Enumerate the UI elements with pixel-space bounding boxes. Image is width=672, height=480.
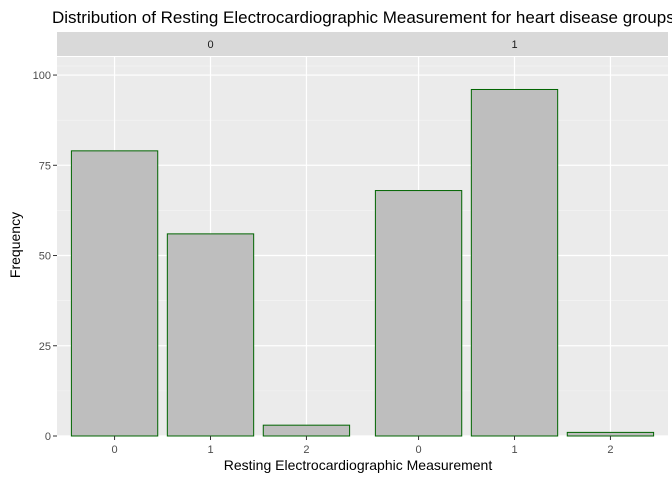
- y-axis-title: Frequency: [7, 212, 23, 278]
- chart-title: Distribution of Resting Electrocardiogra…: [52, 8, 672, 27]
- facet-strip: [361, 32, 668, 56]
- x-tick-label: 2: [303, 444, 309, 456]
- facet-panel: 0 0 1 2: [57, 32, 364, 456]
- facet-panels: 0 25 50 75 100 0 0 1 2 1 0 1 2: [33, 32, 668, 456]
- facet-strip-label: 0: [207, 39, 213, 51]
- x-tick-label: 2: [607, 444, 613, 456]
- bar: [166, 233, 255, 437]
- y-tick-label: 100: [33, 70, 51, 82]
- bar: [470, 88, 559, 437]
- facet-strip-label: 1: [511, 39, 517, 51]
- facet-panel: 1 0 1 2: [361, 32, 668, 456]
- y-tick-label: 0: [45, 431, 51, 443]
- x-tick-label: 1: [207, 444, 213, 456]
- x-axis-title: Resting Electrocardiographic Measurement: [224, 457, 493, 473]
- x-tick-label: 1: [511, 444, 517, 456]
- y-tick-label: 75: [39, 160, 51, 172]
- x-tick-label: 0: [416, 444, 422, 456]
- x-tick-label: 0: [112, 444, 118, 456]
- bar: [566, 431, 655, 437]
- bar: [70, 150, 159, 437]
- y-tick-label: 25: [39, 341, 51, 353]
- bar: [374, 190, 463, 437]
- facet-strip: [57, 32, 364, 56]
- bar: [262, 424, 351, 437]
- y-tick-label: 50: [39, 251, 51, 263]
